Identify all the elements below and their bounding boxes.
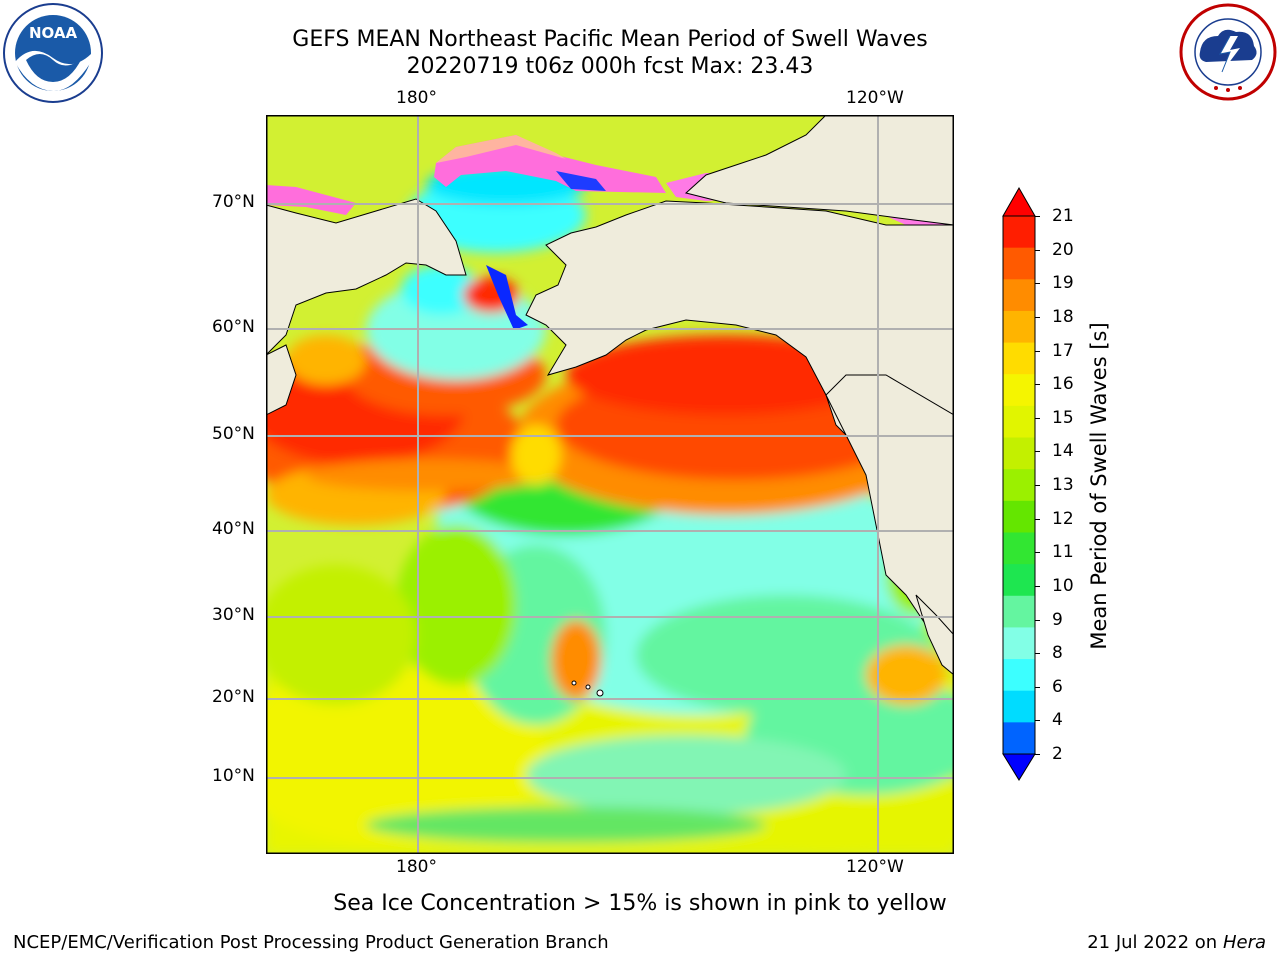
colorbar-band (1003, 722, 1035, 755)
colorbar-band (1003, 564, 1035, 597)
colorbar-tick-mark (1035, 216, 1040, 217)
colorbar-band (1003, 437, 1035, 470)
lon-label-top-120w: 120°W (846, 88, 904, 108)
colorbar-tick-mark (1035, 585, 1040, 587)
sea-ice-caption: Sea Ice Concentration > 15% is shown in … (333, 891, 947, 916)
colorbar-tick-label: 21 (1052, 206, 1074, 226)
lat-label-10n: 10°N (212, 766, 255, 786)
colorbar-tick-mark (1035, 316, 1040, 318)
nws-logo (1179, 3, 1277, 101)
colorbar-ticks: 21 20 19 18 17 16 15 14 13 12 11 10 9 8 6 4 2 (1035, 186, 1085, 782)
colorbar-tick-label: 2 (1052, 744, 1063, 764)
colorbar-band (1003, 659, 1035, 692)
colorbar-band (1003, 216, 1035, 249)
land-alaska-north (684, 115, 954, 226)
colorbar-tick-mark (1035, 249, 1040, 251)
colorbar-tick-label: 12 (1052, 508, 1074, 529)
colorbar-band (1003, 247, 1035, 280)
lon-label-top-180: 180° (396, 88, 437, 108)
noaa-logo-text: NOAA (29, 24, 78, 42)
colorbar-tick-label: 9 (1052, 609, 1063, 630)
land-kamchatka (266, 344, 297, 416)
colorbar-tick-label: 14 (1052, 441, 1074, 462)
colorbar-band (1003, 532, 1035, 565)
colorbar-under-arrow (1002, 753, 1036, 781)
colorbar-bands (1003, 216, 1035, 755)
colorbar-band (1003, 374, 1035, 407)
sea-ice-blue (556, 171, 606, 191)
colorbar-band (1003, 469, 1035, 502)
lon-label-bottom-120w: 120°W (846, 857, 904, 877)
sea-ice-arctic-west-fringe (436, 135, 566, 163)
colorbar-tick-label: 10 (1052, 575, 1074, 596)
colorbar-band (1003, 500, 1035, 533)
colorbar-tick-mark (1035, 754, 1040, 755)
footer-branch: NCEP/EMC/Verification Post Processing Pr… (13, 932, 609, 953)
colorbar-tick-mark (1035, 451, 1040, 453)
footer-date-text: 21 Jul 2022 on (1087, 932, 1223, 953)
hawaii-island (585, 684, 591, 690)
colorbar-tick-label: 19 (1052, 273, 1074, 294)
colorbar-tick-label: 20 (1052, 239, 1074, 260)
chart-subtitle: 20220719 t06z 000h fcst Max: 23.43 (406, 54, 814, 79)
land-north-america (825, 374, 954, 677)
colorbar-tick-label: 16 (1052, 374, 1074, 395)
colorbar-tick-label: 6 (1052, 676, 1063, 697)
lat-label-20n: 20°N (212, 687, 255, 707)
colorbar-label: Mean Period of Swell Waves [s] (1087, 322, 1111, 650)
footer-host: Hera (1222, 932, 1266, 953)
land-siberia (266, 198, 467, 356)
noaa-logo: NOAA (3, 3, 103, 103)
colorbar-tick-label: 18 (1052, 306, 1074, 327)
colorbar-over-arrow (1002, 186, 1036, 217)
colorbar-tick-mark (1035, 686, 1040, 688)
colorbar-tick-mark (1035, 384, 1040, 386)
chart-title: GEFS MEAN Northeast Pacific Mean Period … (292, 27, 928, 52)
lon-label-bottom-180: 180° (396, 857, 437, 877)
sea-ice-left (266, 185, 356, 215)
map-frame (266, 115, 954, 854)
map-panel (266, 115, 954, 854)
colorbar-band (1003, 405, 1035, 439)
colorbar-tick-label: 8 (1052, 643, 1063, 664)
colorbar-tick-mark (1035, 417, 1040, 419)
colorbar-tick-mark (1035, 552, 1040, 554)
colorbar-band (1003, 595, 1035, 628)
colorbar-band (1003, 690, 1035, 723)
hawaii-island (571, 680, 577, 686)
colorbar-tick-label: 17 (1052, 340, 1074, 361)
colorbar-tick-mark (1035, 518, 1040, 520)
colorbar-band (1003, 310, 1035, 344)
colorbar-tick-mark (1035, 653, 1040, 655)
colorbar-tick-label: 13 (1052, 475, 1074, 495)
colorbar-band (1003, 627, 1035, 660)
colorbar (1002, 186, 1036, 781)
land-baja (915, 594, 954, 676)
colorbar-band (1003, 279, 1035, 312)
colorbar-tick-mark (1035, 283, 1040, 285)
footer-date: 21 Jul 2022 on Hera (1087, 932, 1266, 953)
lat-label-70n: 70°N (212, 192, 255, 212)
map-gridlines (266, 115, 954, 854)
lat-label-50n: 50°N (212, 424, 255, 444)
colorbar-tick-mark (1035, 720, 1040, 722)
lat-label-30n: 30°N (212, 605, 255, 625)
colorbar-tick-label: 4 (1052, 710, 1063, 731)
colorbar-tick-mark (1035, 350, 1040, 352)
colorbar-tick-mark (1035, 485, 1040, 486)
colorbar-tick-label: 11 (1052, 542, 1074, 563)
bering-blue (486, 265, 528, 330)
hawaii-island (596, 689, 604, 697)
colorbar-tick-mark (1035, 619, 1040, 621)
colorbar-band (1003, 342, 1035, 375)
colorbar-tick-label: 15 (1052, 407, 1074, 428)
lat-label-40n: 40°N (212, 519, 255, 539)
lat-label-60n: 60°N (212, 317, 255, 337)
